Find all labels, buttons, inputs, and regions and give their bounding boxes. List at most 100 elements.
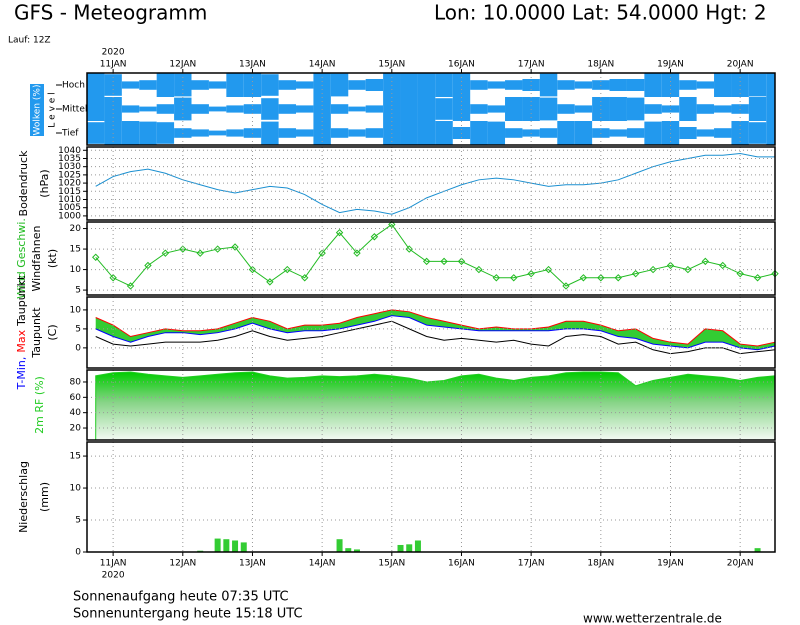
- site: www.wetterzentrale.de: [583, 612, 722, 625]
- ylabel: Taupunkt: [30, 307, 43, 359]
- ylabel: (hPa): [38, 169, 51, 197]
- marker: [527, 269, 535, 278]
- ylabel: Wind Geschwi.: [15, 218, 28, 299]
- panel-frame: [86, 441, 776, 553]
- marker: [388, 220, 396, 229]
- cloud-cover: [609, 79, 627, 91]
- cloud-cover: [87, 97, 105, 121]
- marker: [405, 245, 413, 253]
- marker: [631, 269, 640, 278]
- cloud-cover: [714, 73, 732, 97]
- marker: [614, 274, 622, 282]
- cloud-cover: [679, 127, 697, 139]
- y-tick-label: 0: [75, 343, 81, 353]
- ylabel-bg: [30, 84, 44, 136]
- cloud-cover: [400, 73, 418, 97]
- panel-frame: [86, 221, 776, 296]
- bar: [414, 540, 421, 552]
- x-tick-label: 19JAN: [657, 60, 684, 70]
- cloud-cover: [435, 98, 453, 120]
- cloud-cover: [609, 129, 627, 137]
- cloud-cover: [679, 80, 697, 90]
- series-line: [95, 309, 776, 347]
- marker: [579, 274, 588, 282]
- cloud-cover: [487, 105, 506, 113]
- cloud-cover: [87, 122, 105, 144]
- cloud-cover: [296, 129, 314, 137]
- bar: [754, 548, 761, 552]
- sunrise: Sonnenaufgang heute 07:35 UTC: [73, 590, 289, 605]
- marker: [126, 282, 135, 290]
- cloud-cover: [87, 73, 105, 97]
- y-tick-label: 1000: [58, 211, 81, 221]
- marker: [248, 265, 257, 274]
- cloud-cover: [191, 80, 209, 90]
- marker: [231, 243, 239, 251]
- marker: [422, 257, 431, 266]
- cloud-cover: [156, 73, 175, 97]
- x-tick-label: 20JAN: [727, 60, 754, 70]
- cloud-cover: [505, 97, 523, 121]
- cloud-cover: [714, 105, 732, 113]
- cloud-cover: [261, 74, 279, 96]
- marker: [440, 257, 448, 266]
- cloud-cover: [696, 129, 715, 137]
- cloud-cover: [748, 73, 767, 97]
- cloud-cover: [400, 97, 418, 121]
- ylabel: T-Min, Max Taupunkt: [15, 275, 28, 390]
- panel: [87, 442, 775, 552]
- x-tick-label: 14JAN: [309, 60, 336, 70]
- y-tick-label: 60: [70, 393, 82, 403]
- x-tick-label: 12JAN: [169, 559, 196, 569]
- cloud-cover: [261, 121, 279, 145]
- cloud-cover: [191, 129, 209, 137]
- cloud-cover: [365, 79, 384, 91]
- marker: [492, 274, 501, 282]
- cloud-cover: [714, 128, 732, 138]
- cloud-cover: [539, 73, 558, 97]
- cloud-cover: [226, 105, 244, 113]
- marker: [301, 274, 309, 282]
- y-tick-label: 1025: [58, 170, 81, 180]
- ylabel: Niederschlag: [17, 461, 30, 533]
- x-tick-label: 17JAN: [518, 559, 545, 569]
- cloud-cover: [191, 104, 209, 114]
- cloud-cover: [348, 129, 366, 137]
- cloud-cover: [208, 81, 227, 89]
- bar: [336, 539, 343, 552]
- cloud-cover: [557, 104, 575, 114]
- marker: [684, 265, 692, 274]
- cloud-cover: [487, 81, 506, 89]
- cloud-cover: [574, 105, 593, 113]
- y-tick-label: 40: [70, 408, 82, 418]
- y-tick-label: 20: [70, 424, 82, 434]
- y-tick-label: 15: [70, 245, 81, 255]
- series-line: [95, 153, 775, 215]
- cloud-cover: [644, 121, 662, 145]
- cloud-cover: [208, 130, 227, 136]
- bar: [232, 540, 239, 552]
- marker: [701, 257, 710, 266]
- x-tick-label: 13JAN: [239, 60, 266, 70]
- ylabel: (mm): [38, 482, 51, 512]
- cloud-cover: [626, 79, 645, 91]
- panel-frame: [86, 296, 776, 369]
- cloud-cover: [417, 97, 436, 121]
- cloud-cover: [226, 129, 244, 137]
- cloud-cover: [278, 128, 297, 138]
- y-tick-label: 5: [75, 286, 81, 296]
- y-tick-label: 10: [70, 305, 82, 315]
- marker: [649, 265, 657, 274]
- legend-entry: 2m RF (%): [33, 376, 46, 434]
- legend-entry: Taupunkt: [15, 275, 28, 327]
- marker: [753, 274, 762, 282]
- cloud-cover: [748, 122, 767, 144]
- y-tick-label: 20: [70, 224, 82, 234]
- cloud-cover: [226, 73, 244, 97]
- level-label: Hoch: [62, 81, 85, 91]
- level-label: Mittel: [62, 105, 87, 115]
- location: Lon: 10.0000 Lat: 54.0000 Hgt: 2: [434, 1, 767, 25]
- x-tick-label: 17JAN: [518, 60, 545, 70]
- x-tick-label: 13JAN: [239, 559, 266, 569]
